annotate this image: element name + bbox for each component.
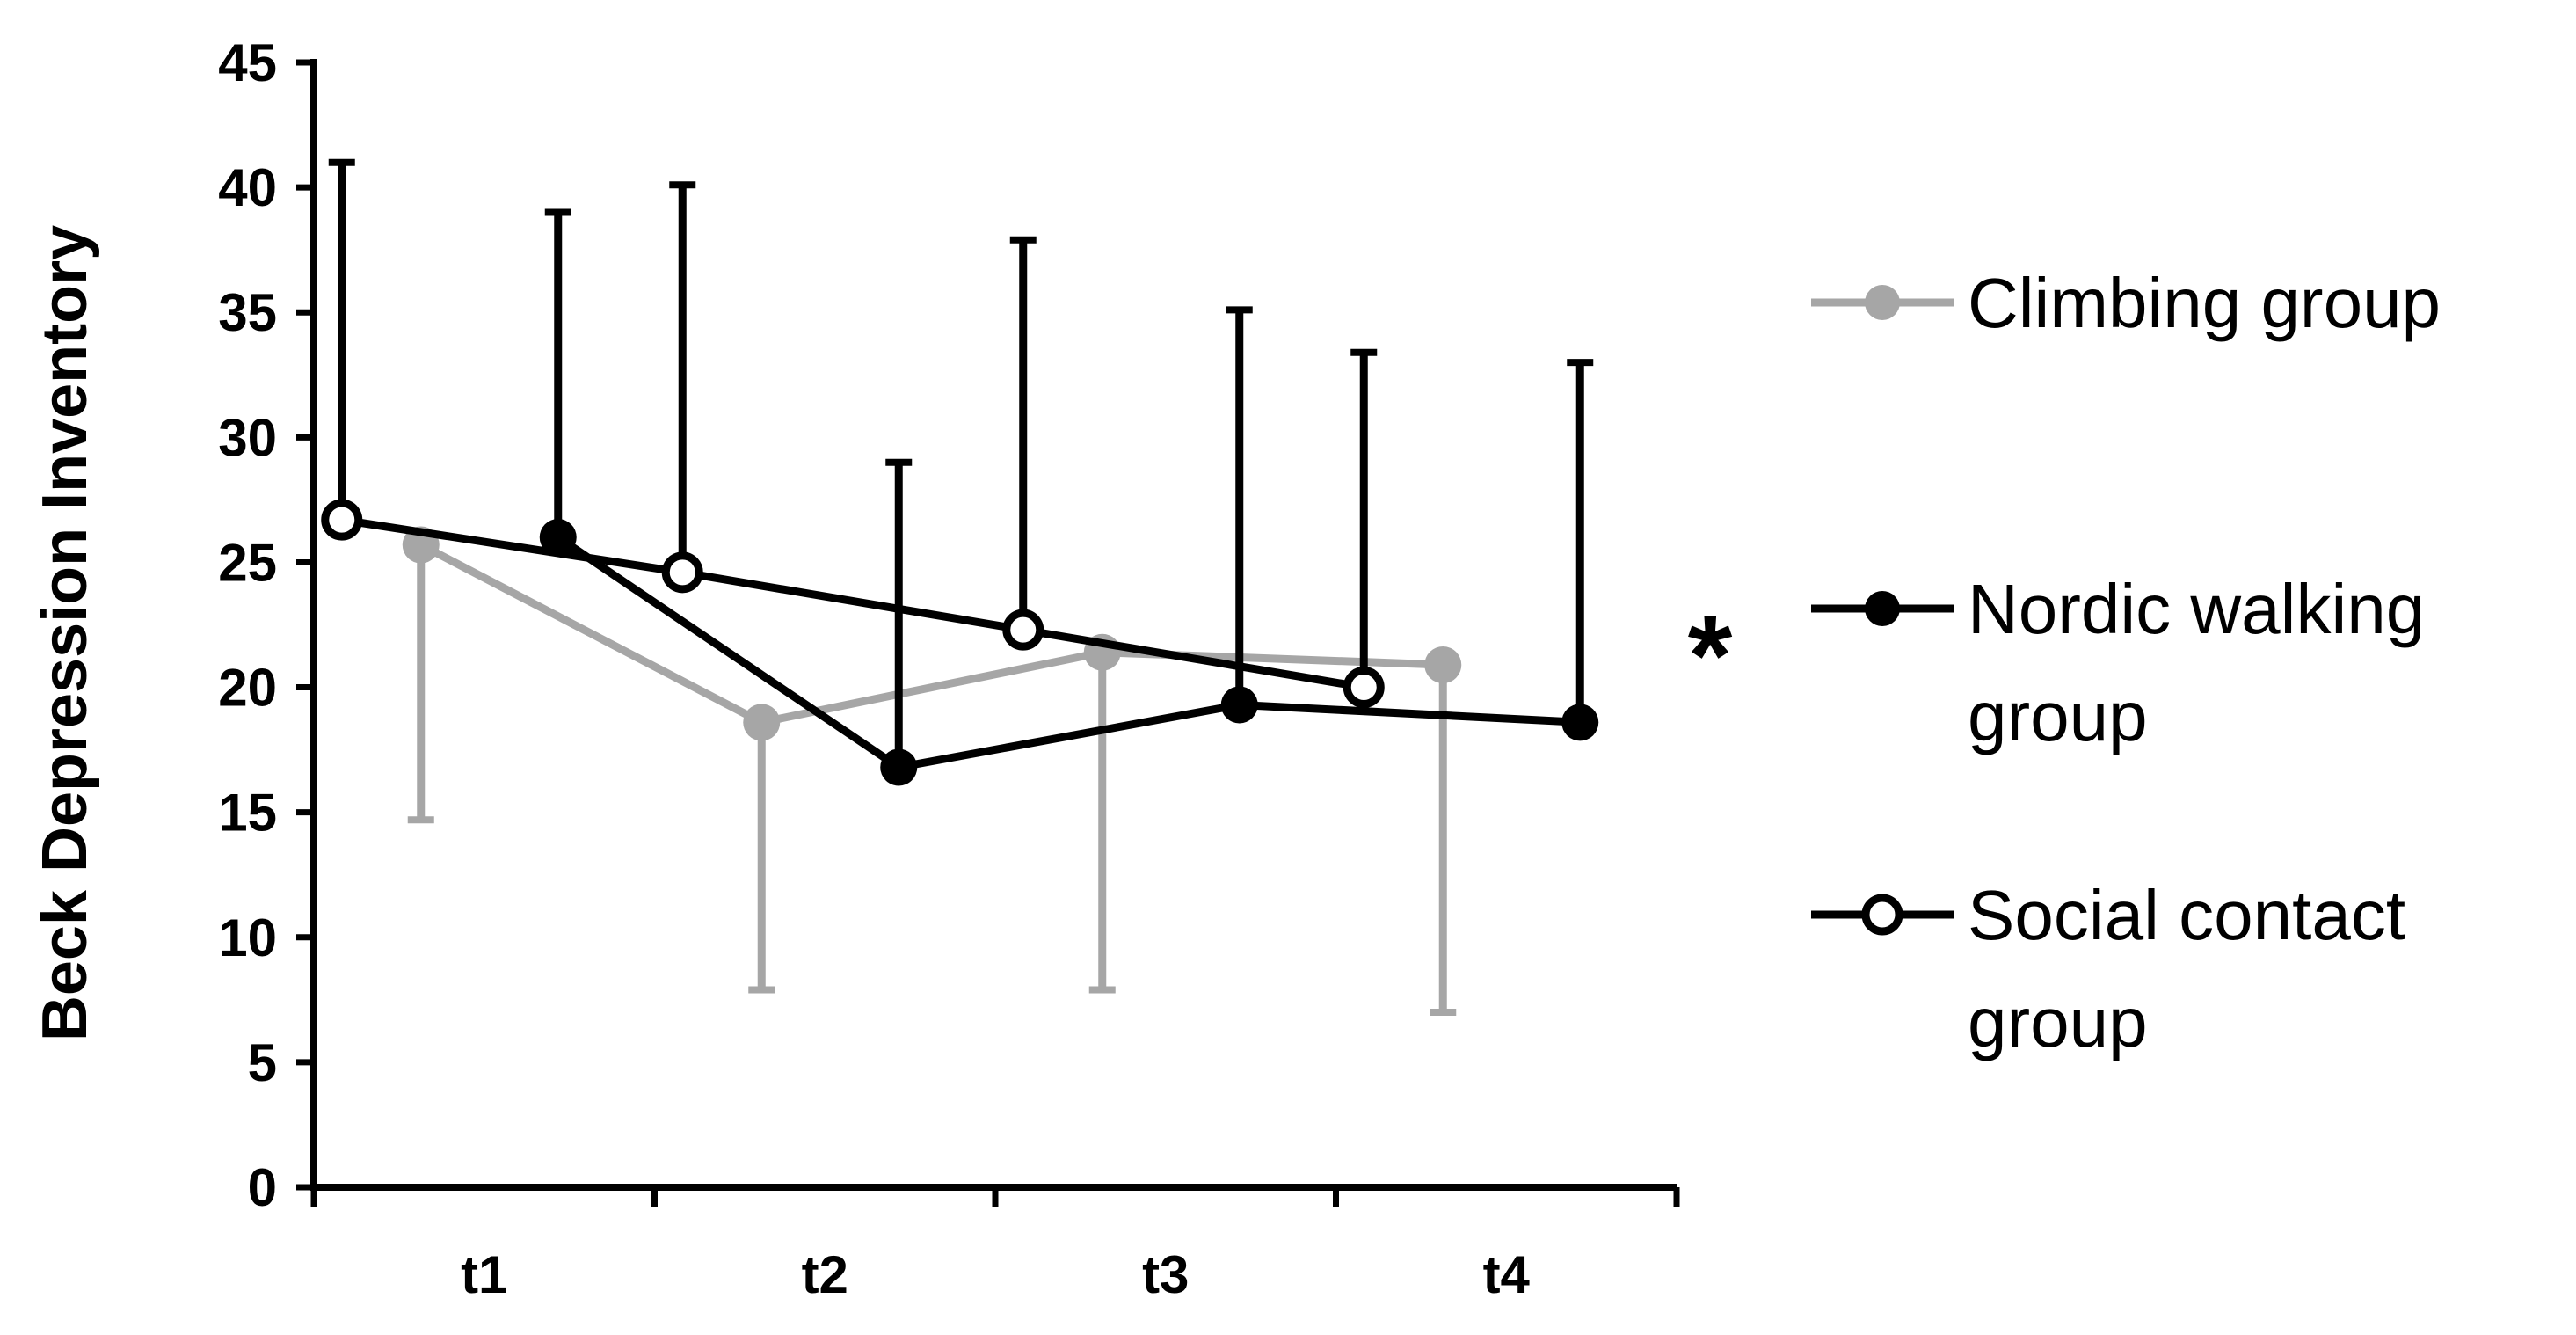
x-tick-label-t3: t3: [1142, 1245, 1189, 1304]
data-point-nordic-walking-group-t3: [1220, 686, 1258, 724]
legend-label-climbing: Climbing group: [1968, 264, 2441, 342]
x-tick-label-t2: t2: [802, 1245, 848, 1304]
y-tick-label-45: 45: [218, 33, 277, 92]
legend-marker-climbing: [1865, 285, 1900, 320]
significance-asterisk: *: [1688, 591, 1733, 719]
y-tick-label-30: 30: [218, 408, 277, 467]
y-axis-title: Beck Depression Inventory: [30, 225, 100, 1041]
data-point-nordic-walking-group-t1: [539, 519, 577, 557]
data-point-social-contact-group-t4: [1343, 667, 1385, 709]
data-point-climbing-group-t4: [1424, 646, 1462, 683]
legend-item-nordic-walking-group: Nordic walking group: [1811, 570, 2425, 755]
y-tick-label-20: 20: [218, 659, 277, 718]
data-point-social-contact-group-t1: [321, 499, 363, 541]
legend: Climbing group Nordic walking group Soci…: [1811, 264, 2441, 1061]
y-tick-label-15: 15: [218, 784, 277, 843]
data-point-social-contact-group-t2: [661, 551, 703, 594]
data-point-nordic-walking-group-t2: [880, 748, 918, 786]
legend-marker-social: [1861, 894, 1903, 936]
legend-item-social-contact-group: Social contact group: [1811, 876, 2405, 1061]
data-point-climbing-group-t2: [743, 704, 781, 741]
legend-label-social-line2: group: [1968, 983, 2148, 1061]
legend-item-climbing-group: Climbing group: [1811, 264, 2441, 342]
legend-label-social-line1: Social contact: [1968, 876, 2405, 954]
series-line-nordic-walking-group: [556, 534, 1581, 772]
series-line-climbing-group: [418, 541, 1444, 726]
y-tick-label-5: 5: [248, 1033, 277, 1092]
data-point-nordic-walking-group-t4: [1561, 704, 1599, 741]
x-tick-label-t4: t4: [1483, 1245, 1531, 1304]
legend-label-nordic-line2: group: [1968, 677, 2148, 755]
y-tick-label-35: 35: [218, 283, 277, 342]
data-point-social-contact-group-t3: [1002, 609, 1044, 651]
legend-marker-nordic: [1865, 591, 1900, 626]
y-tick-label-0: 0: [248, 1158, 277, 1217]
legend-label-nordic-line1: Nordic walking: [1968, 570, 2425, 648]
y-tick-label-25: 25: [218, 533, 277, 592]
y-tick-label-40: 40: [218, 158, 277, 217]
plot-area: 0 5 10 15 20 25 30 35 40 45 t1 t2 t3 t4: [218, 33, 1680, 1304]
series-line-social-contact-group: [341, 515, 1364, 691]
x-tick-label-t1: t1: [461, 1245, 507, 1304]
y-tick-label-10: 10: [218, 908, 277, 967]
